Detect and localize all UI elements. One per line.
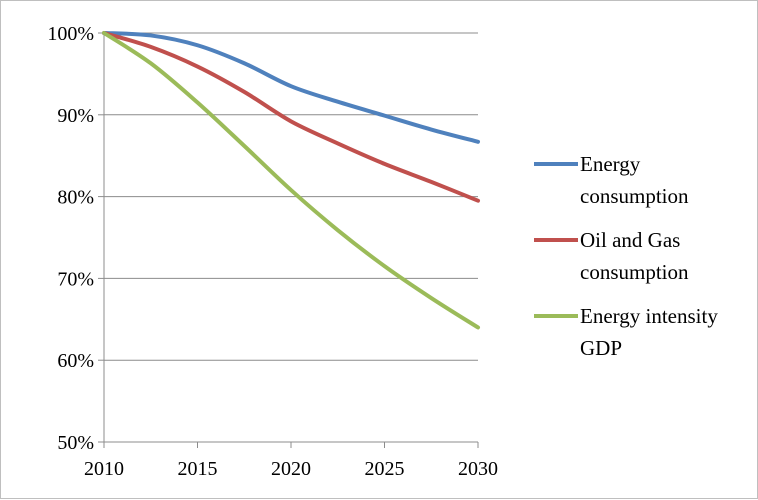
y-tick-label: 80% bbox=[57, 187, 94, 209]
y-axis-ticks: 50% 60% 70% 80% 90% 100% bbox=[47, 23, 104, 454]
series-lines bbox=[102, 31, 480, 330]
y-tick-label: 50% bbox=[57, 432, 94, 454]
legend-label: consumption bbox=[580, 260, 689, 284]
x-tick-label: 2025 bbox=[365, 458, 405, 480]
legend-label: Energy bbox=[580, 152, 641, 176]
axes bbox=[103, 33, 478, 443]
y-tick-label: 70% bbox=[57, 268, 94, 290]
x-tick-label: 2010 bbox=[84, 458, 124, 480]
series-line-oil-and-gas-consumption bbox=[102, 31, 480, 203]
series-line-energy-consumption bbox=[102, 31, 480, 144]
y-tick-label: 90% bbox=[57, 105, 94, 127]
legend: Energy consumption Oil and Gas consumption E… bbox=[534, 152, 718, 360]
x-axis-ticks: 2010 2015 2020 2025 2030 bbox=[84, 442, 498, 480]
legend-label: Oil and Gas bbox=[580, 228, 680, 252]
y-tick-label: 100% bbox=[47, 23, 94, 45]
legend-label: GDP bbox=[580, 336, 622, 360]
gridlines bbox=[104, 32, 478, 361]
y-tick-label: 60% bbox=[57, 350, 94, 372]
x-tick-label: 2020 bbox=[271, 458, 311, 480]
legend-label: Energy intensity bbox=[580, 304, 718, 328]
x-tick-label: 2015 bbox=[178, 458, 218, 480]
legend-label: consumption bbox=[580, 184, 689, 208]
x-tick-label: 2030 bbox=[458, 458, 498, 480]
series-line-energy-intensity-gdp bbox=[102, 31, 480, 330]
